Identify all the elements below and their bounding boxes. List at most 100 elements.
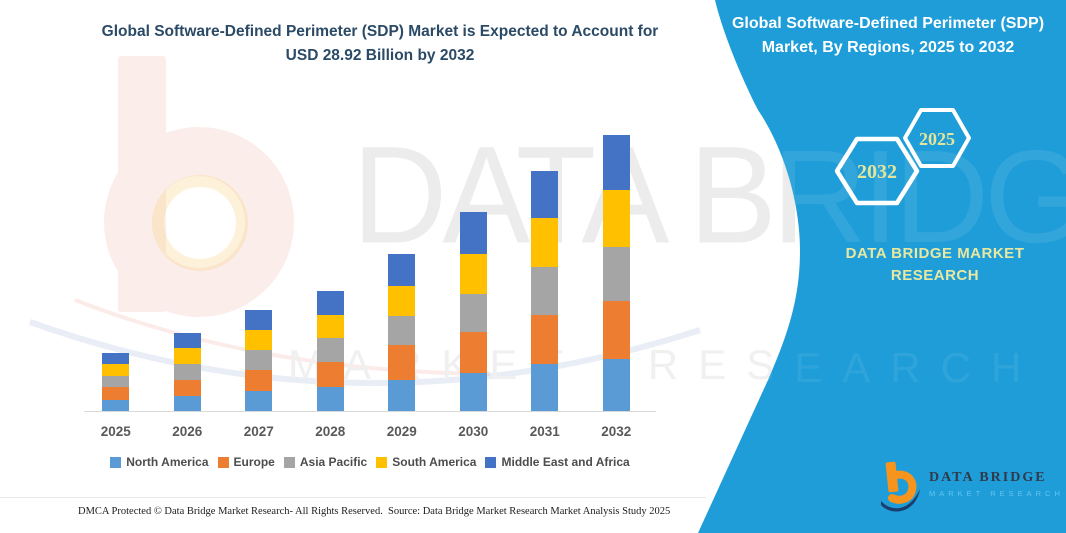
bar-segment-asia-pacific-2032 <box>602 246 630 302</box>
chart-headline-line2: USD 28.92 Billion by 2032 <box>285 47 475 64</box>
bar-segment-south-america-2026 <box>173 348 201 365</box>
bar-cell-2026 <box>152 131 224 411</box>
hexagon-2032 <box>834 136 920 206</box>
bar-segment-europe-2029 <box>388 345 416 380</box>
hexagon-2025 <box>903 108 971 168</box>
bar-cell-2027 <box>223 131 295 411</box>
bar-segment-asia-pacific-2026 <box>173 364 201 380</box>
stacked-bar-2031 <box>531 171 559 411</box>
logo-subtitle: MARKET RESEARCH <box>929 489 1064 498</box>
legend-item-south-america: South America <box>376 455 476 469</box>
bar-segment-europe-2031 <box>531 314 559 365</box>
legend-label: South America <box>392 455 477 469</box>
legend-swatch <box>110 456 122 468</box>
bar-segment-south-america-2025 <box>102 364 130 376</box>
bar-cell-2032 <box>581 131 653 411</box>
panel-title-line2: Market, By Regions, 2025 to 2032 <box>761 39 1015 56</box>
x-axis-label-2032: 2032 <box>601 424 632 439</box>
bar-segment-europe-2026 <box>173 379 201 396</box>
stacked-bar-2027 <box>245 309 273 411</box>
bar-segment-middle-east-and-africa-2032 <box>602 135 630 190</box>
panel-title: Global Software-Defined Perimeter (SDP) … <box>716 12 1060 60</box>
footer-divider <box>0 497 706 498</box>
bar-segment-middle-east-and-africa-2029 <box>388 254 416 286</box>
bar-segment-south-america-2031 <box>531 218 559 267</box>
stacked-bar-2028 <box>316 290 344 411</box>
legend-item-europe: Europe <box>217 455 275 469</box>
bar-segment-europe-2028 <box>316 362 344 388</box>
x-axis-label-2025: 2025 <box>100 424 131 439</box>
hexagon-2025-label: 2025 <box>919 129 955 149</box>
panel-title-line1: Global Software-Defined Perimeter (SDP) <box>731 15 1045 32</box>
bar-segment-europe-2030 <box>459 331 487 373</box>
hexagon-2032-label: 2032 <box>857 161 897 183</box>
legend-label: Asia Pacific <box>299 455 368 469</box>
bar-segment-asia-pacific-2027 <box>245 349 273 370</box>
dmca-notice: DMCA Protected © Data Bridge Market Rese… <box>78 506 383 517</box>
bar-cell-2030 <box>438 131 510 411</box>
bar-segment-europe-2025 <box>102 387 130 400</box>
bar-segment-south-america-2032 <box>602 189 630 247</box>
blue-panel-shape <box>698 0 1066 533</box>
panel-brand-name: DATA BRIDGE MARKET RESEARCH <box>790 243 1066 287</box>
bar-segment-north-america-2028 <box>316 387 344 411</box>
chart-legend: North America Europe Asia Pacific South Ame… <box>80 455 660 469</box>
x-axis-label-2027: 2027 <box>243 424 274 439</box>
bar-segment-south-america-2030 <box>459 254 487 294</box>
bar-segment-middle-east-and-africa-2028 <box>316 290 344 315</box>
bar-segment-south-america-2028 <box>316 314 344 339</box>
bar-cell-2025 <box>80 131 152 411</box>
legend-item-middle-east-and-africa: Middle East and Africa <box>485 455 630 469</box>
bar-segment-north-america-2032 <box>602 358 630 411</box>
x-axis-label-2026: 2026 <box>172 424 203 439</box>
bar-cell-2029 <box>366 131 438 411</box>
bar-segment-middle-east-and-africa-2031 <box>531 171 559 219</box>
year-hexagons: 2032 2025 <box>834 108 971 206</box>
stacked-bar-2029 <box>388 254 416 411</box>
bar-segment-asia-pacific-2029 <box>388 316 416 346</box>
bar-cell-2028 <box>295 131 367 411</box>
panel-brand-line2: RESEARCH <box>890 267 980 284</box>
panel-brand-line1: DATA BRIDGE MARKET <box>845 245 1025 262</box>
bar-segment-europe-2027 <box>245 369 273 391</box>
bar-segment-middle-east-and-africa-2025 <box>102 352 130 365</box>
bar-segment-north-america-2027 <box>245 390 273 411</box>
plot-area <box>80 131 652 411</box>
legend-swatch <box>485 456 497 468</box>
databridge-logo-icon <box>881 461 920 512</box>
stacked-bar-2026 <box>173 332 201 411</box>
legend-swatch <box>376 456 388 468</box>
databridge-logo: DATA BRIDGE MARKET RESEARCH <box>880 461 1064 515</box>
x-axis-label-2030: 2030 <box>458 424 489 439</box>
legend-item-north-america: North America <box>110 455 209 469</box>
legend-label: North America <box>126 455 209 469</box>
bar-segment-north-america-2031 <box>531 364 559 411</box>
bar-segment-south-america-2027 <box>245 329 273 350</box>
panel-watermark-sub: MARKET RESEARCH <box>288 344 1041 391</box>
legend-swatch <box>217 456 229 468</box>
x-axis-label-2029: 2029 <box>386 424 417 439</box>
bar-segment-north-america-2026 <box>173 395 201 411</box>
stacked-bar-2032 <box>602 135 630 411</box>
bar-segment-asia-pacific-2025 <box>102 375 130 388</box>
bar-segment-south-america-2029 <box>388 285 416 317</box>
stacked-bar-2025 <box>102 352 130 411</box>
legend-item-asia-pacific: Asia Pacific <box>283 455 368 469</box>
bar-segment-north-america-2029 <box>388 379 416 411</box>
bar-segment-middle-east-and-africa-2030 <box>459 212 487 255</box>
bar-cell-2031 <box>509 131 581 411</box>
bar-segment-europe-2032 <box>602 301 630 359</box>
bar-segment-asia-pacific-2030 <box>459 293 487 332</box>
bar-segment-north-america-2025 <box>102 399 130 411</box>
bar-segment-asia-pacific-2028 <box>316 338 344 363</box>
bar-segment-middle-east-and-africa-2026 <box>173 332 201 349</box>
source-note: Source: Data Bridge Market Research Mark… <box>388 506 671 517</box>
stacked-bar-2030 <box>459 212 487 411</box>
x-axis-line <box>84 411 656 412</box>
chart-headline: Global Software-Defined Perimeter (SDP) … <box>68 20 692 68</box>
x-axis-label-2031: 2031 <box>529 424 560 439</box>
x-axis-labels: 2025 2026 2027 2028 2029 2030 2031 2032 <box>80 424 652 439</box>
legend-swatch <box>283 456 295 468</box>
